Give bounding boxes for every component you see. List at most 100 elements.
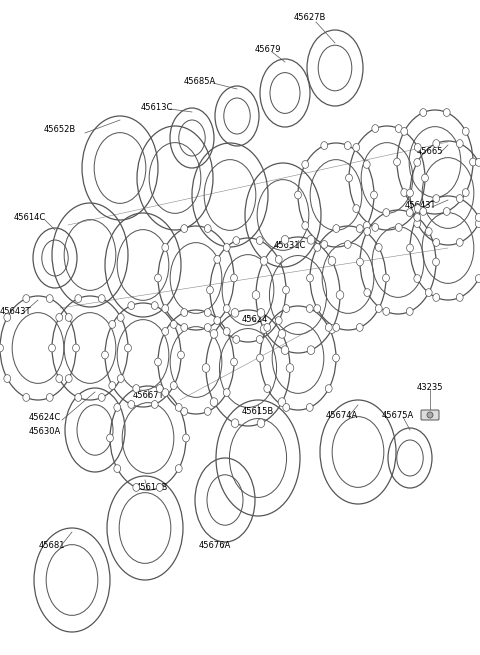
Ellipse shape [170,320,177,328]
Ellipse shape [0,344,3,352]
Ellipse shape [223,388,230,396]
Ellipse shape [336,291,344,299]
Ellipse shape [475,274,480,282]
Text: 45679: 45679 [255,45,281,54]
Text: 45681: 45681 [39,540,65,550]
Ellipse shape [214,255,221,263]
Ellipse shape [181,309,188,316]
Ellipse shape [307,236,315,244]
Ellipse shape [233,335,240,343]
Ellipse shape [210,398,218,407]
Ellipse shape [257,309,265,317]
Ellipse shape [117,375,124,383]
Ellipse shape [307,274,313,282]
Ellipse shape [230,358,238,366]
Ellipse shape [420,109,427,117]
Ellipse shape [314,244,321,252]
Ellipse shape [56,314,63,322]
Ellipse shape [155,358,161,366]
Ellipse shape [264,324,271,331]
Ellipse shape [344,240,351,248]
Ellipse shape [162,328,168,335]
Text: 45631C: 45631C [274,240,306,250]
Text: 45674A: 45674A [326,411,358,419]
Ellipse shape [475,159,480,166]
Ellipse shape [151,401,158,408]
Ellipse shape [328,257,336,265]
Ellipse shape [328,325,336,333]
Ellipse shape [321,240,328,248]
Ellipse shape [175,403,182,411]
Ellipse shape [107,434,113,442]
Ellipse shape [278,398,286,407]
Ellipse shape [407,244,413,252]
Ellipse shape [65,375,72,383]
Ellipse shape [302,221,309,229]
Ellipse shape [364,227,371,235]
Ellipse shape [181,407,188,415]
Ellipse shape [433,195,440,202]
Ellipse shape [156,483,163,491]
Ellipse shape [444,208,450,215]
Ellipse shape [363,160,370,168]
Ellipse shape [407,308,413,315]
Ellipse shape [356,225,363,233]
Ellipse shape [133,384,140,392]
Text: 45643T: 45643T [404,200,436,210]
Ellipse shape [432,258,439,266]
Ellipse shape [414,204,421,212]
Ellipse shape [223,328,230,335]
Ellipse shape [407,189,413,197]
Ellipse shape [425,227,432,235]
Ellipse shape [204,225,211,233]
Ellipse shape [306,305,313,312]
Ellipse shape [109,382,116,390]
Text: 45624C: 45624C [29,413,61,422]
Ellipse shape [257,354,264,362]
Ellipse shape [202,364,210,372]
Ellipse shape [383,274,389,282]
Ellipse shape [206,286,214,294]
Ellipse shape [256,335,263,343]
Ellipse shape [462,189,469,196]
Ellipse shape [414,274,420,282]
Ellipse shape [204,407,211,415]
Ellipse shape [302,160,309,168]
Ellipse shape [128,302,135,309]
Ellipse shape [396,223,402,231]
Ellipse shape [4,314,11,322]
Ellipse shape [372,124,379,132]
Ellipse shape [344,141,351,149]
Ellipse shape [433,293,440,301]
Ellipse shape [47,295,53,303]
Ellipse shape [75,295,82,303]
Ellipse shape [394,158,400,166]
Ellipse shape [333,324,340,331]
Ellipse shape [128,401,135,408]
Ellipse shape [223,244,230,252]
Ellipse shape [420,208,427,215]
Ellipse shape [151,302,158,309]
Ellipse shape [133,483,140,491]
Ellipse shape [433,238,440,246]
Ellipse shape [414,159,420,166]
Text: 45624: 45624 [242,316,268,324]
Ellipse shape [283,286,289,294]
Ellipse shape [375,244,382,252]
Text: 45615B: 45615B [242,407,274,417]
Ellipse shape [56,375,63,383]
Ellipse shape [307,346,315,354]
Text: 45667T: 45667T [132,390,164,400]
Ellipse shape [421,174,429,182]
Ellipse shape [47,394,53,402]
Ellipse shape [462,128,469,136]
Ellipse shape [353,143,360,151]
Ellipse shape [175,464,182,472]
Text: 45613C: 45613C [141,103,173,113]
Text: 45630A: 45630A [29,428,61,436]
Ellipse shape [281,236,289,244]
Ellipse shape [204,324,211,331]
Ellipse shape [256,236,263,244]
Ellipse shape [102,351,108,359]
Ellipse shape [456,238,463,246]
